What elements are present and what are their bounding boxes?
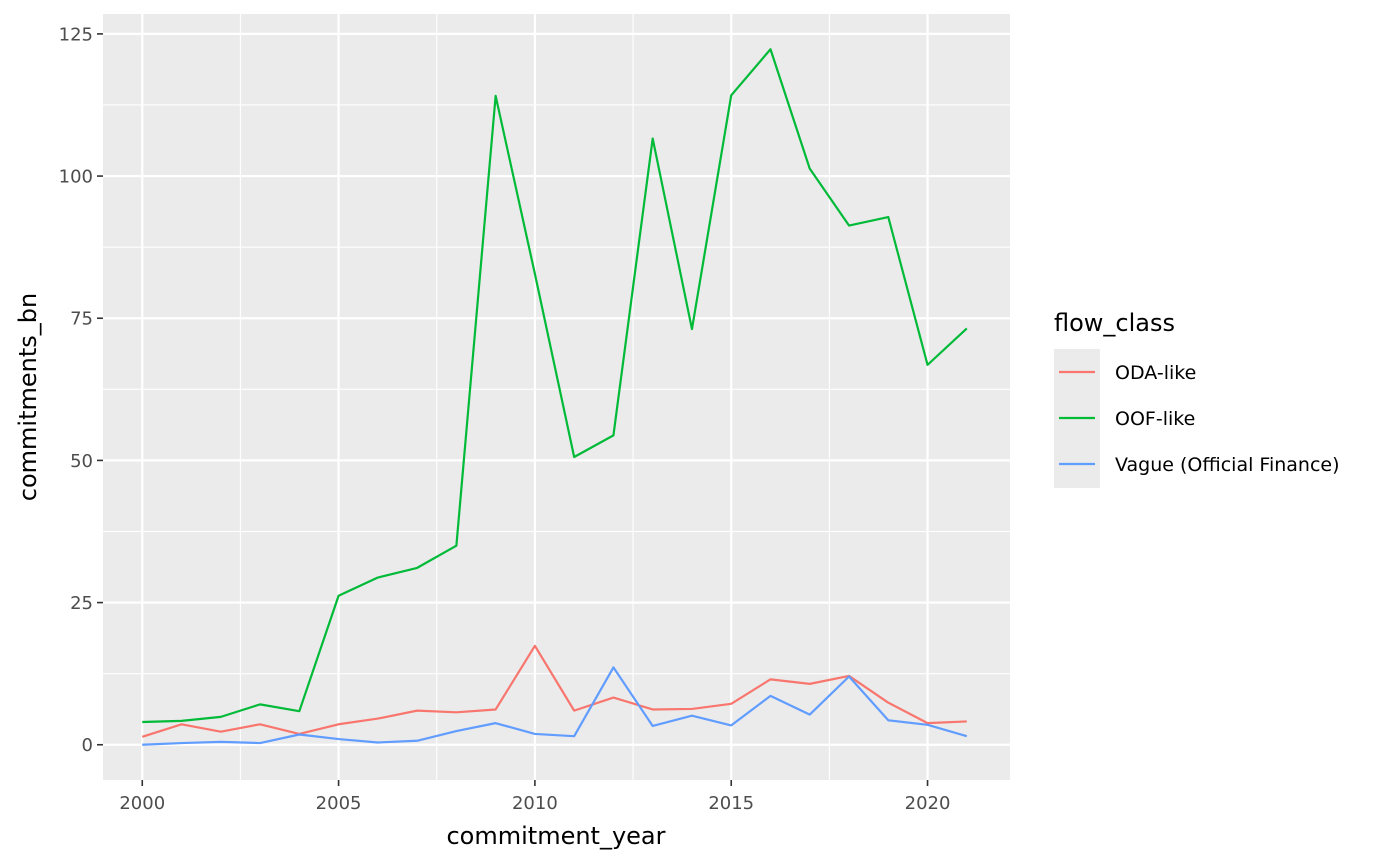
legend-items: ODA-like OOF-like Vague (Official Finance) <box>1059 362 1340 476</box>
x-tick-label: 2010 <box>512 793 558 814</box>
legend-label: Vague (Official Finance) <box>1115 454 1340 476</box>
major-gridlines <box>103 14 1010 780</box>
legend-label: ODA-like <box>1115 362 1196 384</box>
series-line-vague-official-finance <box>142 666 968 746</box>
minor-gridlines <box>103 14 1010 780</box>
y-tick-label: 50 <box>70 451 93 472</box>
plot-panel <box>103 14 1010 780</box>
y-axis: 0 25 50 75 100 125 <box>59 24 103 756</box>
x-tick-label: 2020 <box>905 793 951 814</box>
series-lines <box>141 48 968 746</box>
y-axis-title: commitments_bn <box>14 293 42 501</box>
x-tick-label: 2005 <box>316 793 362 814</box>
x-tick-label: 2000 <box>119 793 165 814</box>
x-axis-title: commitment_year <box>446 822 665 850</box>
y-tick-label: 100 <box>59 167 93 188</box>
legend: flow_class ODA-like OOF-like Vague (Offici… <box>1054 309 1340 488</box>
y-tick-label: 25 <box>70 593 93 614</box>
x-axis: 2000 2005 2010 2015 2020 <box>119 780 950 814</box>
y-tick-label: 75 <box>70 309 93 330</box>
x-tick-label: 2015 <box>708 793 754 814</box>
y-tick-label: 125 <box>59 24 93 45</box>
legend-title: flow_class <box>1054 309 1175 337</box>
series-line-oof-like <box>142 48 968 724</box>
series-line-oda-like <box>141 644 967 738</box>
y-tick-label: 0 <box>82 735 93 756</box>
legend-label: OOF-like <box>1115 408 1195 430</box>
